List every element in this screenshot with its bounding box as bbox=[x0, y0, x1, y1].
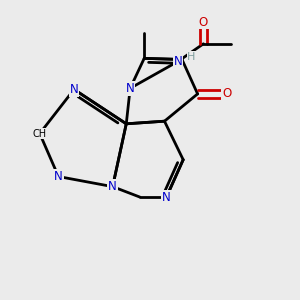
Text: N: N bbox=[162, 190, 171, 204]
Text: N: N bbox=[174, 55, 182, 68]
Text: H: H bbox=[187, 52, 196, 62]
Text: O: O bbox=[222, 87, 232, 101]
Text: N: N bbox=[126, 82, 134, 95]
Text: O: O bbox=[199, 16, 208, 28]
Text: N: N bbox=[108, 180, 117, 193]
Text: N: N bbox=[70, 83, 78, 96]
Text: CH: CH bbox=[33, 128, 47, 139]
Text: N: N bbox=[54, 170, 63, 183]
